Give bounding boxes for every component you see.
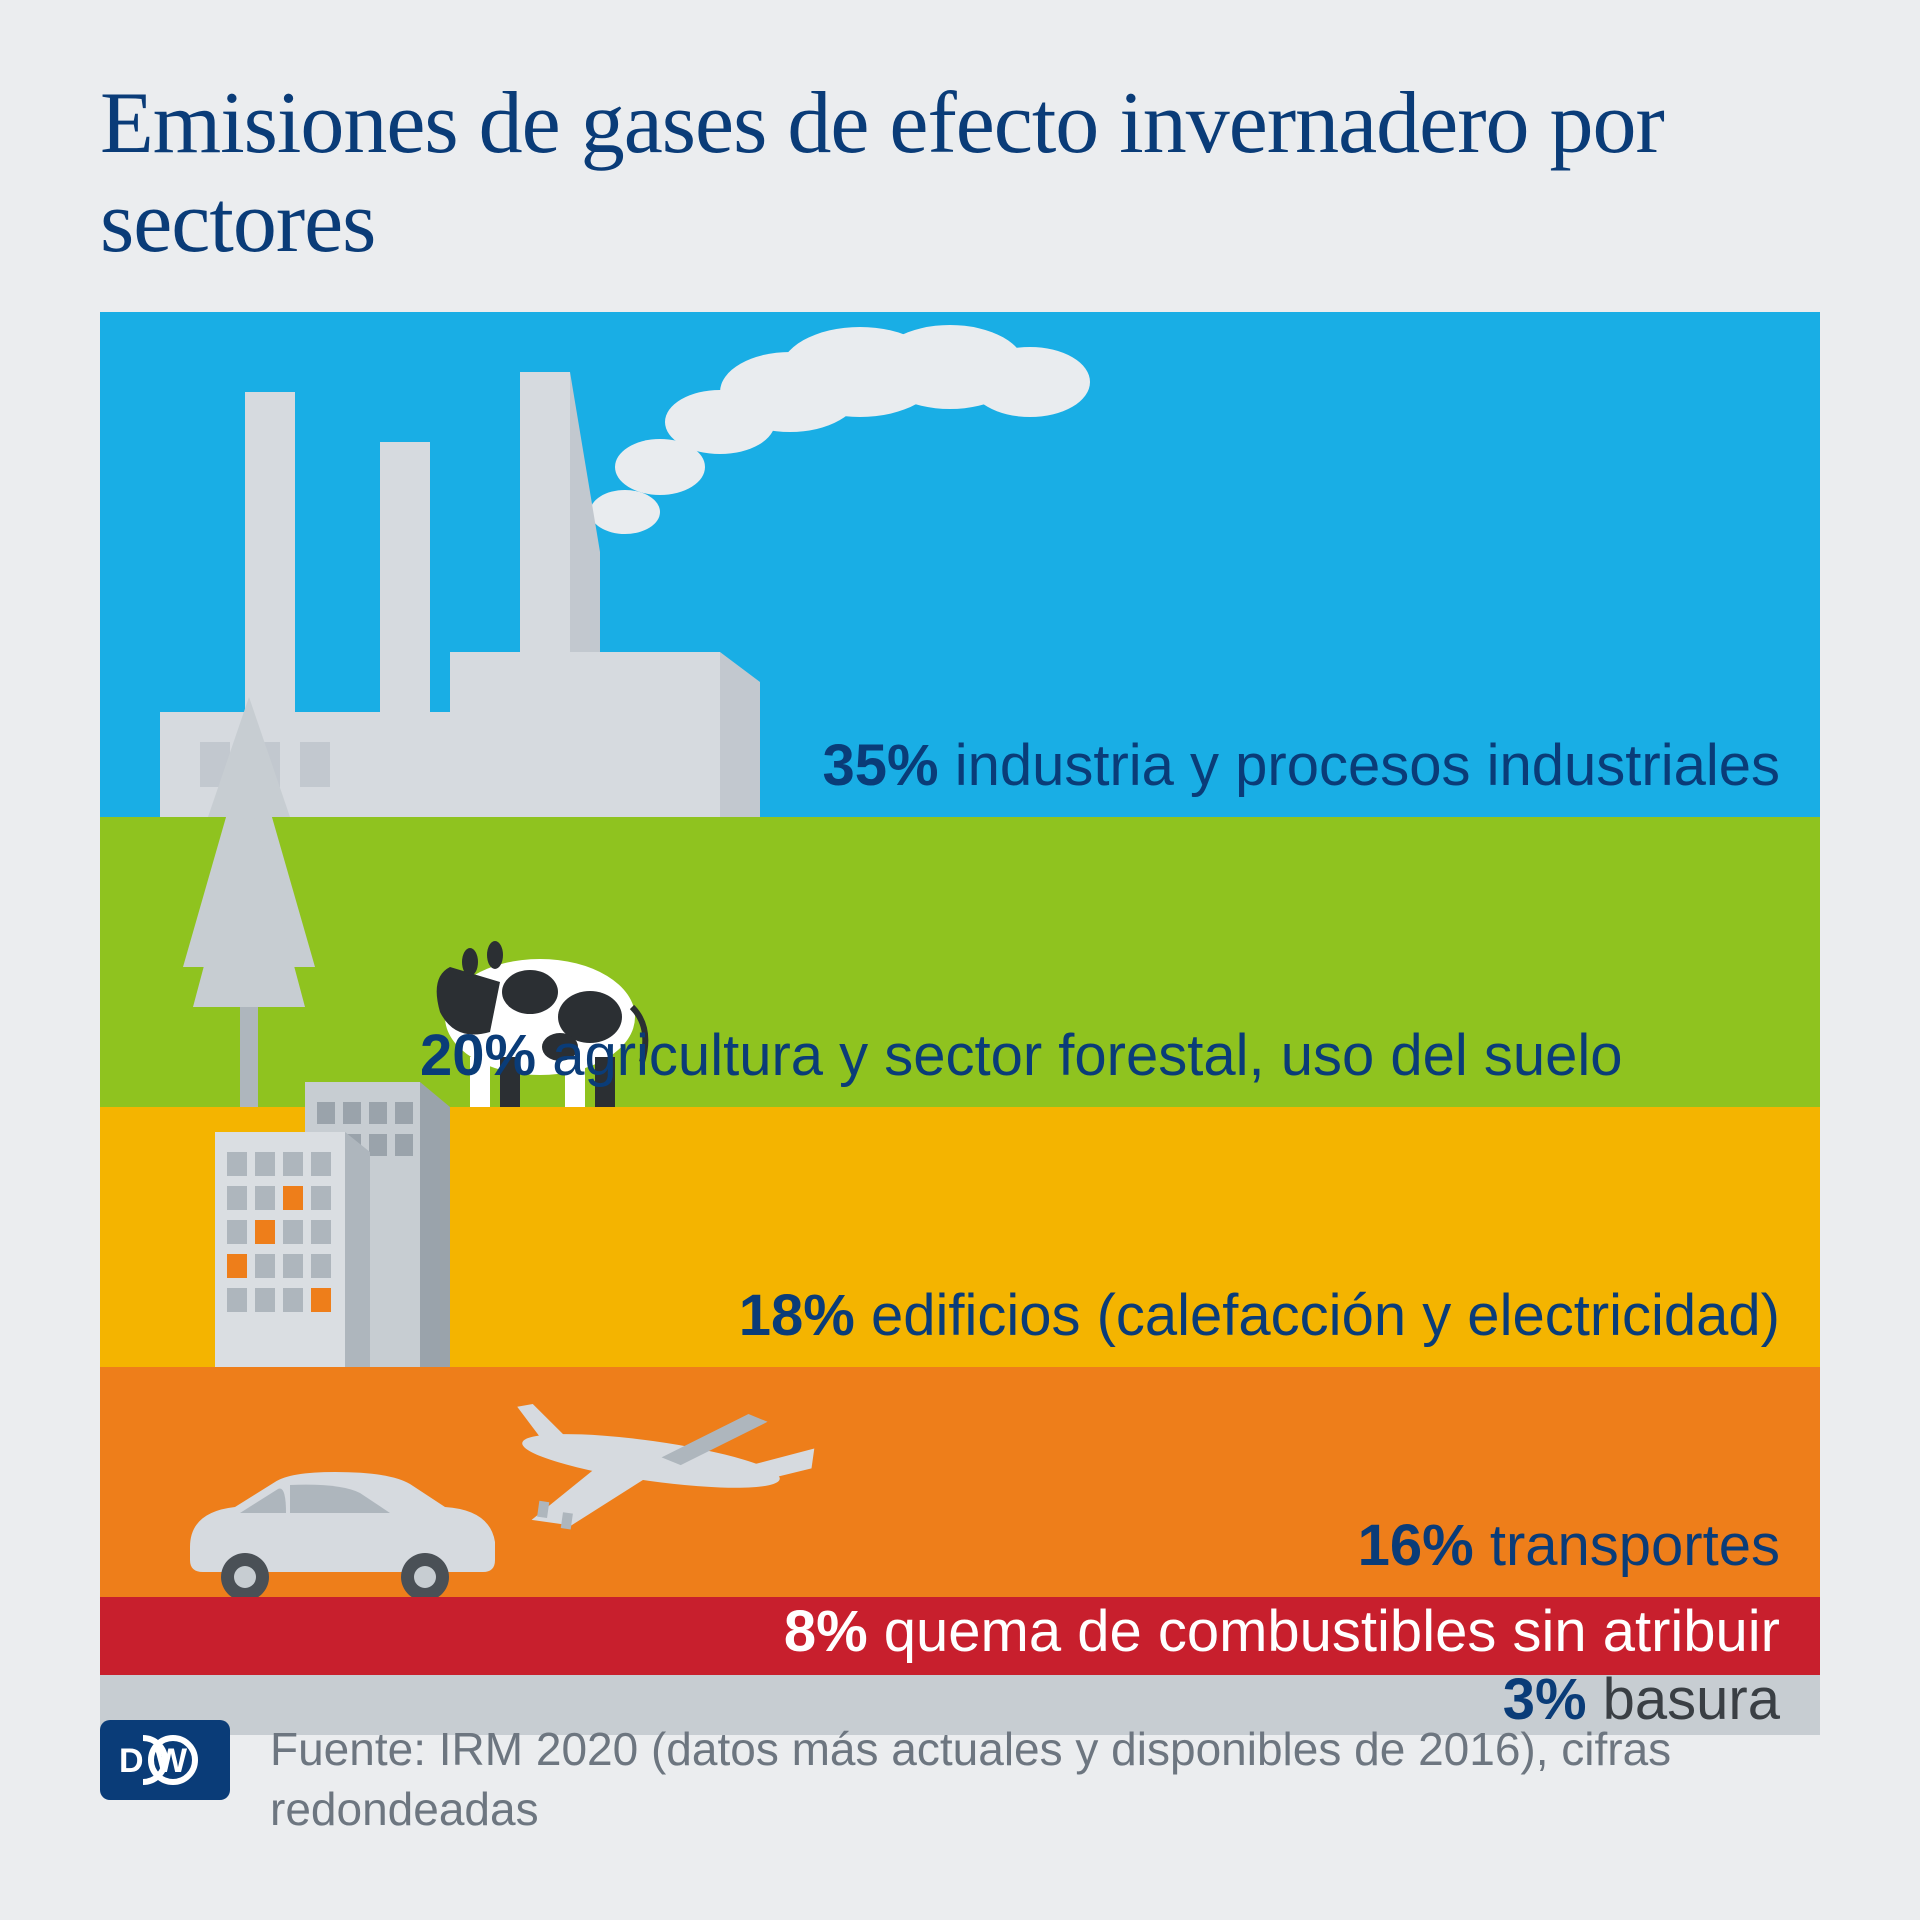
band-label: 20% agricultura y sector forestal, uso d… [420,1022,1623,1089]
band-label: 3% basura [1503,1666,1780,1733]
band-percent: 20% [420,1023,536,1088]
band-label: 8% quema de combustibles sin atribuir [784,1598,1780,1665]
band-text: industria y procesos industriales [955,733,1780,798]
emissions-chart: 35% industria y procesos industriales [100,312,1820,1735]
band-fuel: 8% quema de combustibles sin atribuir [100,1597,1820,1675]
band-percent: 16% [1358,1513,1474,1578]
band-agriculture: 20% agricultura y sector forestal, uso d… [100,817,1820,1107]
svg-text:D: D [119,1742,144,1780]
band-industry: 35% industria y procesos industriales [100,312,1820,817]
band-buildings: 18% edificios (calefacción y electricida… [100,1107,1820,1367]
footer: D W Fuente: IRM 2020 (datos más actuales… [100,1720,1820,1840]
band-percent: 8% [784,1599,868,1664]
band-text: edificios (calefacción y electricidad) [871,1283,1780,1348]
band-percent: 35% [822,733,938,798]
source-text: Fuente: IRM 2020 (datos más actuales y d… [270,1720,1770,1840]
dw-logo: D W [100,1720,230,1800]
band-transport: 16% transportes [100,1367,1820,1597]
band-text: transportes [1490,1513,1780,1578]
band-label: 16% transportes [1358,1512,1780,1579]
svg-text:W: W [155,1742,188,1780]
band-label: 18% edificios (calefacción y electricida… [739,1282,1780,1349]
band-percent: 3% [1503,1667,1587,1732]
band-label: 35% industria y procesos industriales [822,732,1780,799]
band-text: agricultura y sector forestal, uso del s… [552,1023,1622,1088]
chart-title: Emisiones de gases de efecto invernadero… [100,75,1820,272]
band-text: quema de combustibles sin atribuir [884,1599,1780,1664]
band-percent: 18% [739,1283,855,1348]
band-text: basura [1603,1667,1780,1732]
